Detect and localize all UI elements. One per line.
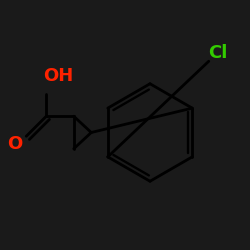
Text: O: O xyxy=(8,135,22,153)
Text: Cl: Cl xyxy=(208,44,227,62)
Text: OH: OH xyxy=(44,67,74,85)
